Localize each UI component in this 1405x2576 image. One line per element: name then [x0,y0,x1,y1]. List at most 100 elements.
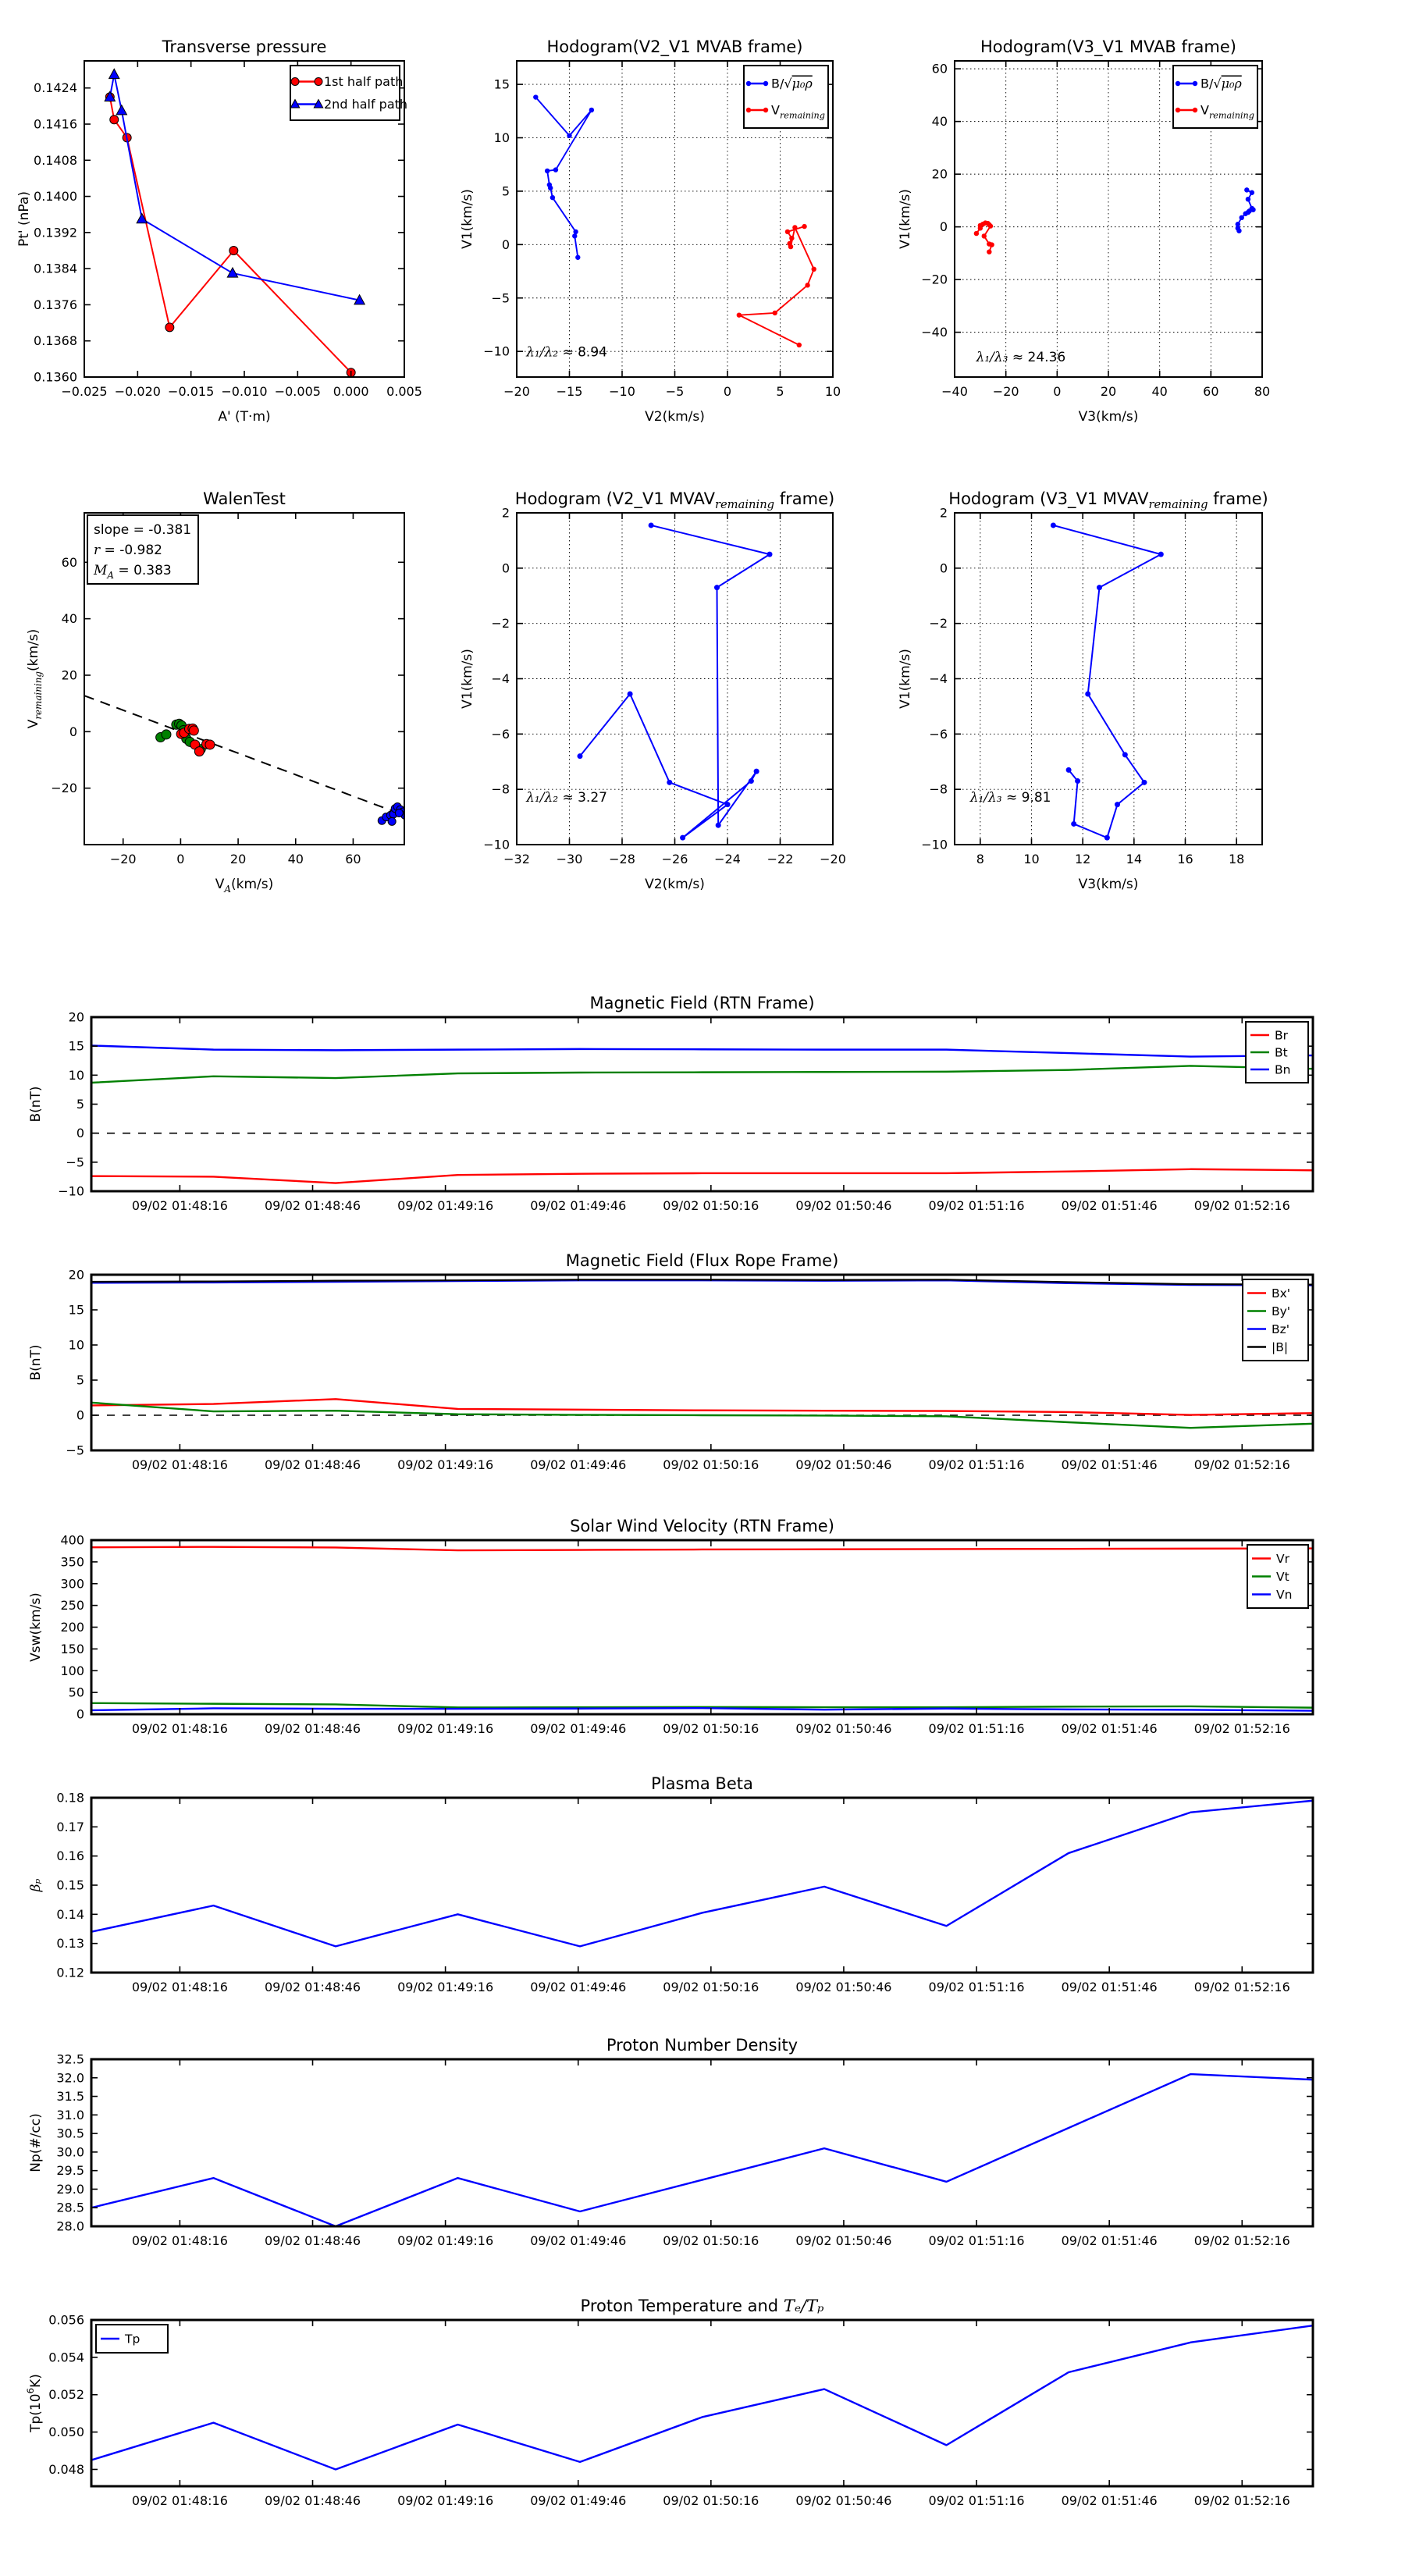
svg-text:0.005: 0.005 [386,384,422,399]
svg-text:5: 5 [502,183,510,198]
chart-vsw-rtn: 09/02 01:48:16 09/02 01:48:46 09/02 01:49:… [28,1517,1314,1736]
svg-text:09/02 01:48:16: 09/02 01:48:16 [132,1198,228,1213]
svg-text:5: 5 [76,1373,84,1388]
svg-text:09/02 01:49:46: 09/02 01:49:46 [530,1198,626,1213]
svg-text:09/02 01:49:16: 09/02 01:49:16 [397,1198,493,1213]
svg-text:V2(km/s): V2(km/s) [645,877,705,892]
svg-text:60: 60 [62,555,77,570]
svg-text:−2: −2 [929,616,948,631]
svg-text:30.0: 30.0 [56,2144,84,2159]
svg-text:0.1424: 0.1424 [34,80,77,95]
svg-text:Vt: Vt [1276,1570,1289,1584]
svg-text:−20: −20 [503,384,530,399]
svg-text:Magnetic Field (Flux Rope Fram: Magnetic Field (Flux Rope Frame) [566,1251,839,1270]
svg-text:350: 350 [60,1554,84,1569]
svg-text:−26: −26 [662,852,688,866]
svg-text:V1(km/s): V1(km/s) [898,189,913,249]
svg-text:20: 20 [932,167,948,182]
svg-text:0: 0 [76,1707,84,1722]
svg-text:400: 400 [60,1533,84,1548]
chart-hodogram-v3v1-mvab: −40 −20 0 20 40 60 80 −40 −20 0 20 40 60 Hodogram(V3_… [898,37,1270,425]
svg-text:09/02 01:51:46: 09/02 01:51:46 [1062,2233,1158,2248]
svg-text:λ₁/λ₂ ≈ 8.94: λ₁/λ₂ ≈ 8.94 [525,345,607,361]
svg-text:09/02 01:48:16: 09/02 01:48:16 [132,2493,228,2508]
svg-text:Vr: Vr [1276,1552,1290,1566]
svg-text:0.050: 0.050 [48,2425,84,2439]
svg-text:λ₁/λ₃ ≈ 9.81: λ₁/λ₃ ≈ 9.81 [969,790,1051,806]
chart-hodogram-v2v1-mvab: −20 −15 −10 −5 0 5 10 −10 −5 0 5 10 15 Hodogram(V2_V1… [460,37,841,425]
svg-text:−4: −4 [929,671,948,686]
svg-text:8: 8 [976,852,984,866]
svg-text:09/02 01:51:46: 09/02 01:51:46 [1062,2493,1158,2508]
svg-text:09/02 01:49:16: 09/02 01:49:16 [397,2233,493,2248]
svg-text:βₚ: βₚ [28,1878,44,1892]
svg-text:−10: −10 [609,384,635,399]
svg-text:0: 0 [69,724,77,739]
svg-text:0: 0 [76,1126,84,1140]
svg-text:Bx': Bx' [1272,1286,1290,1300]
svg-text:−20: −20 [993,384,1019,399]
svg-text:0: 0 [724,384,731,399]
svg-text:80: 80 [1254,384,1270,399]
svg-text:09/02 01:50:16: 09/02 01:50:16 [663,1198,759,1213]
svg-text:250: 250 [60,1598,84,1613]
svg-text:09/02 01:51:46: 09/02 01:51:46 [1062,1457,1158,1472]
svg-text:60: 60 [345,852,361,866]
svg-text:−5: −5 [491,290,510,305]
svg-text:By': By' [1272,1304,1290,1318]
svg-text:09/02 01:51:16: 09/02 01:51:16 [929,1198,1025,1213]
svg-text:09/02 01:48:46: 09/02 01:48:46 [265,1198,361,1213]
svg-text:r = -0.982: r = -0.982 [94,543,162,558]
svg-text:40: 40 [1151,384,1167,399]
svg-text:0.1416: 0.1416 [34,117,77,132]
svg-text:0.052: 0.052 [48,2387,84,2402]
svg-text:40: 40 [932,114,948,129]
svg-text:09/02 01:48:46: 09/02 01:48:46 [265,2233,361,2248]
svg-text:Vn: Vn [1276,1588,1292,1602]
svg-text:12: 12 [1075,852,1090,866]
svg-text:09/02 01:49:16: 09/02 01:49:16 [397,2493,493,2508]
svg-text:0: 0 [1053,384,1061,399]
svg-text:09/02 01:49:46: 09/02 01:49:46 [530,1457,626,1472]
svg-text:−2: −2 [491,616,510,631]
svg-text:Vremaining: Vremaining [771,103,825,121]
svg-text:0: 0 [502,237,510,252]
svg-text:A' (T·m): A' (T·m) [218,409,270,425]
svg-text:29.5: 29.5 [56,2163,84,2178]
svg-text:09/02 01:49:16: 09/02 01:49:16 [397,1721,493,1736]
svg-text:0: 0 [502,560,510,575]
svg-text:Br: Br [1275,1029,1289,1043]
svg-text:0.12: 0.12 [56,1966,84,1980]
svg-text:09/02 01:48:46: 09/02 01:48:46 [265,2493,361,2508]
svg-text:0.13: 0.13 [56,1936,84,1951]
svg-text:09/02 01:51:16: 09/02 01:51:16 [929,2233,1025,2248]
svg-text:09/02 01:48:46: 09/02 01:48:46 [265,1721,361,1736]
svg-text:Hodogram(V3_V1 MVAB frame): Hodogram(V3_V1 MVAB frame) [980,37,1236,57]
svg-text:Bz': Bz' [1272,1322,1289,1336]
svg-text:09/02 01:52:16: 09/02 01:52:16 [1194,1198,1290,1213]
svg-text:−10: −10 [58,1184,84,1199]
svg-text:WalenTest: WalenTest [203,489,286,508]
chart-mag-fluxrope: 09/02 01:48:16 09/02 01:48:46 09/02 01:49:… [28,1251,1314,1472]
svg-text:20: 20 [230,852,246,866]
svg-text:09/02 01:52:16: 09/02 01:52:16 [1194,2233,1290,2248]
svg-text:09/02 01:52:16: 09/02 01:52:16 [1194,2493,1290,2508]
svg-text:MA = 0.383: MA = 0.383 [93,563,172,581]
svg-text:15: 15 [69,1303,84,1318]
svg-text:Vremaining(km/s): Vremaining(km/s) [26,629,44,729]
svg-text:−0.010: −0.010 [221,384,267,399]
svg-text:Vsw(km/s): Vsw(km/s) [28,1592,44,1662]
svg-text:−22: −22 [767,852,794,866]
svg-text:B(nT): B(nT) [28,1086,44,1122]
svg-text:2: 2 [940,506,948,521]
svg-text:0.056: 0.056 [48,2313,84,2328]
svg-text:09/02 01:48:16: 09/02 01:48:16 [132,1980,228,1994]
svg-text:Proton Temperature and Tₑ/Tₚ: Proton Temperature and Tₑ/Tₚ [581,2297,824,2315]
svg-text:09/02 01:52:16: 09/02 01:52:16 [1194,1721,1290,1736]
svg-text:10: 10 [1023,852,1039,866]
svg-text:Hodogram (V2_V1 MVAVremaining: Hodogram (V2_V1 MVAVremaining frame) [515,489,834,511]
svg-text:−20: −20 [820,852,846,866]
svg-text:Bn: Bn [1275,1063,1290,1077]
svg-text:−10: −10 [483,838,510,852]
